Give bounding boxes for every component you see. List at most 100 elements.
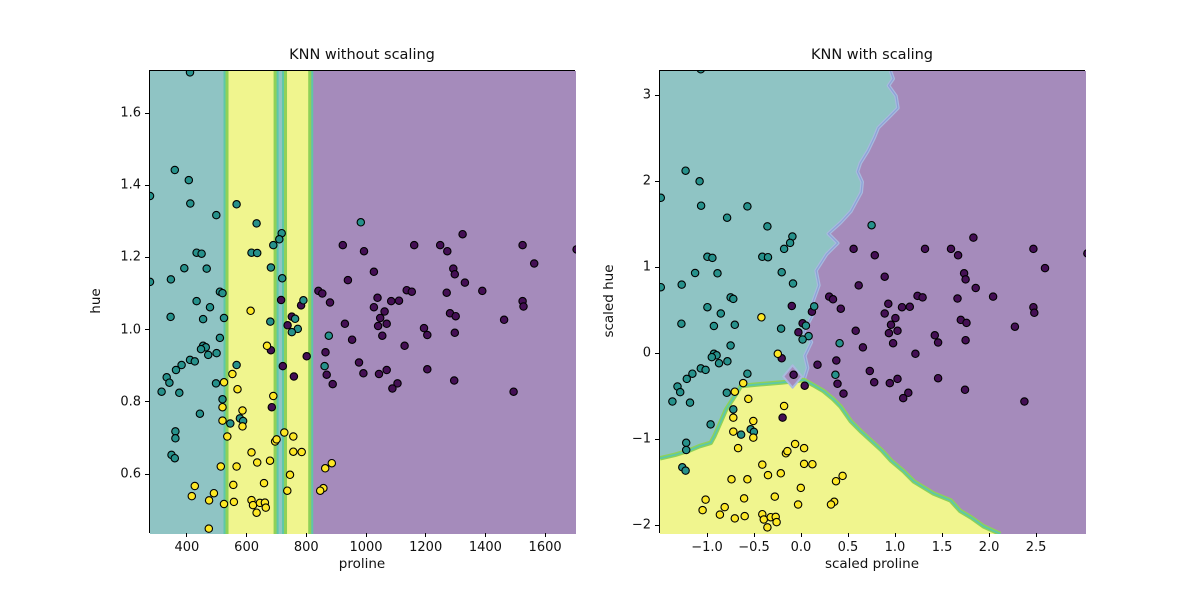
scatter-point-class-2: [187, 491, 197, 501]
left-plot-canvas: [150, 71, 576, 534]
x-tick-label: 2.0: [978, 540, 1000, 555]
region-boundary-green-edge: [308, 71, 312, 534]
scatter-point-class-1: [198, 314, 208, 324]
y-tick-mark: [145, 329, 149, 331]
scatter-point-class-1: [252, 248, 262, 258]
scatter-point-class-2: [739, 494, 749, 503]
scatter-point-class-1: [232, 360, 241, 370]
scatter-point-class-0: [338, 240, 348, 250]
decision-region-purple: [309, 71, 576, 534]
x-tick-mark: [706, 533, 708, 537]
scatter-point-class-0: [509, 387, 518, 396]
scatter-point-class-0: [933, 338, 943, 347]
scatter-point-class-0: [289, 372, 299, 381]
scatter-point-class-2: [759, 515, 769, 524]
scatter-point-class-2: [233, 384, 242, 394]
scatter-point-class-0: [839, 389, 848, 398]
scatter-point-class-2: [740, 511, 749, 521]
scatter-point-class-2: [729, 413, 738, 422]
scatter-point-class-0: [880, 309, 889, 318]
scatter-point-class-1: [777, 267, 786, 277]
scatter-point-class-0: [423, 365, 432, 374]
scatter-point-class-1: [729, 294, 738, 304]
scatter-point-class-1: [722, 388, 732, 398]
scatter-point-class-1: [788, 279, 798, 288]
scatter-point-class-0: [893, 326, 902, 336]
y-tick-label: 0: [642, 345, 651, 361]
scatter-point-class-1: [714, 358, 724, 368]
scatter-point-class-1: [706, 420, 715, 429]
scatter-point-class-0: [971, 283, 980, 293]
scatter-point-class-1: [726, 341, 735, 350]
scatter-point-class-2: [720, 502, 729, 512]
scatter-point-class-0: [930, 331, 940, 340]
scatter-point-class-2: [733, 443, 743, 453]
scatter-point-class-1: [185, 71, 195, 77]
scatter-point-class-1: [197, 249, 206, 258]
scatter-point-class-2: [727, 475, 736, 484]
scatter-point-class-0: [278, 361, 288, 371]
scatter-point-class-1: [195, 409, 205, 418]
scatter-point-class-1: [681, 466, 690, 475]
scatter-point-class-1: [681, 438, 691, 448]
scatter-point-class-0: [369, 302, 379, 312]
scatter-point-class-2: [265, 456, 275, 465]
scatter-point-class-0: [572, 245, 576, 254]
scatter-point-class-2: [238, 422, 247, 431]
scatter-point-class-0: [849, 244, 858, 254]
scatter-point-class-1: [170, 165, 180, 175]
scatter-point-class-1: [675, 387, 685, 397]
scatter-point-class-2: [228, 369, 237, 379]
scatter-point-class-0: [1029, 244, 1038, 254]
scatter-point-class-2: [218, 416, 227, 425]
scatter-point-class-2: [269, 391, 278, 401]
scatter-point-class-0: [373, 321, 383, 331]
y-tick-label: 1.4: [120, 177, 141, 193]
x-tick-mark: [800, 533, 802, 537]
scatter-point-class-0: [354, 358, 364, 367]
scatter-point-class-2: [261, 503, 271, 512]
scatter-point-class-0: [911, 349, 920, 359]
x-tick-label: 1200: [409, 540, 443, 555]
scatter-point-class-2: [770, 492, 780, 501]
scatter-point-class-1: [252, 219, 261, 228]
scatter-point-class-1: [763, 252, 773, 262]
scatter-point-class-0: [778, 413, 787, 422]
scatter-point-class-0: [322, 370, 331, 379]
scatter-point-class-1: [171, 427, 180, 436]
scatter-point-class-1: [688, 369, 697, 378]
y-tick-mark: [145, 473, 149, 475]
scatter-point-class-1: [219, 313, 229, 323]
x-tick-label: 1400: [468, 540, 502, 555]
scatter-point-class-2: [218, 402, 227, 412]
scatter-point-class-0: [946, 244, 956, 254]
scatter-point-class-2: [776, 469, 786, 478]
y-tick-mark: [655, 180, 659, 182]
y-tick-label: −2: [631, 517, 651, 533]
scatter-point-class-1: [708, 253, 717, 263]
x-tick-mark: [753, 533, 755, 537]
left-plot-title: KNN without scaling: [289, 47, 435, 63]
scatter-point-class-2: [219, 499, 229, 509]
scatter-point-class-1: [212, 210, 221, 220]
scatter-point-class-0: [347, 335, 357, 344]
y-tick-label: 1.0: [120, 322, 141, 338]
scatter-point-class-1: [696, 201, 706, 210]
scatter-point-class-0: [283, 321, 292, 330]
left-plot-axes: [149, 70, 576, 534]
region-boundary-green-edge: [284, 71, 288, 534]
scatter-point-class-2: [315, 486, 325, 495]
scatter-point-class-2: [799, 443, 809, 453]
scatter-point-class-0: [328, 379, 337, 389]
scatter-point-class-0: [836, 304, 846, 313]
x-tick-label: 0.5: [837, 540, 859, 555]
scatter-point-class-2: [749, 433, 758, 442]
scatter-point-class-2: [252, 508, 261, 517]
scatter-point-class-2: [229, 497, 239, 507]
scatter-point-class-1: [730, 320, 740, 330]
scatter-point-class-2: [216, 462, 226, 471]
region-boundary-cyan-edge: [276, 71, 279, 534]
x-tick-mark: [544, 533, 546, 537]
scatter-point-class-1: [171, 365, 181, 375]
